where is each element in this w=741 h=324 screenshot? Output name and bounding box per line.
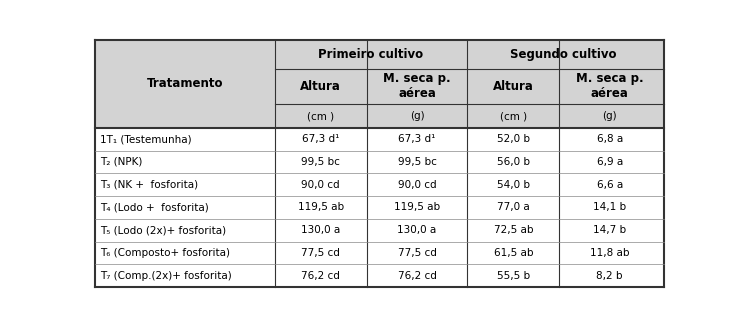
Text: Altura: Altura [300, 80, 341, 93]
Text: (g): (g) [410, 111, 425, 121]
Text: 11,8 ab: 11,8 ab [590, 248, 630, 258]
Text: 6,6 a: 6,6 a [597, 180, 623, 190]
Text: 6,8 a: 6,8 a [597, 134, 623, 144]
Text: Segundo cultivo: Segundo cultivo [511, 48, 617, 61]
Text: 119,5 ab: 119,5 ab [298, 202, 344, 213]
Text: Primeiro cultivo: Primeiro cultivo [319, 48, 424, 61]
Text: T₂ (NPK): T₂ (NPK) [100, 157, 142, 167]
Text: 76,2 cd: 76,2 cd [301, 271, 340, 281]
Text: 119,5 ab: 119,5 ab [394, 202, 440, 213]
Text: T₄ (Lodo +  fosforita): T₄ (Lodo + fosforita) [100, 202, 209, 213]
Text: 99,5 bc: 99,5 bc [398, 157, 436, 167]
Bar [96, 264, 664, 287]
Text: 14,7 b: 14,7 b [594, 225, 626, 235]
Text: (cm ): (cm ) [500, 111, 527, 121]
Text: 56,0 b: 56,0 b [497, 157, 530, 167]
Text: 72,5 ab: 72,5 ab [494, 225, 533, 235]
Text: 130,0 a: 130,0 a [397, 225, 436, 235]
Bar [96, 196, 664, 219]
Text: 8,2 b: 8,2 b [597, 271, 623, 281]
Text: 61,5 ab: 61,5 ab [494, 248, 533, 258]
Text: 90,0 cd: 90,0 cd [398, 180, 436, 190]
Text: 1T₁ (Testemunha): 1T₁ (Testemunha) [100, 134, 192, 144]
Text: Altura: Altura [493, 80, 534, 93]
Text: 130,0 a: 130,0 a [301, 225, 340, 235]
Text: 6,9 a: 6,9 a [597, 157, 623, 167]
Text: T₇ (Comp.(2x)+ fosforita): T₇ (Comp.(2x)+ fosforita) [100, 271, 232, 281]
Text: Tratamento: Tratamento [147, 77, 223, 90]
Text: 99,5 bc: 99,5 bc [301, 157, 340, 167]
Bar [96, 104, 664, 128]
Text: (g): (g) [602, 111, 617, 121]
Text: 76,2 cd: 76,2 cd [398, 271, 436, 281]
Text: 54,0 b: 54,0 b [497, 180, 530, 190]
Bar [96, 173, 664, 196]
Text: 14,1 b: 14,1 b [594, 202, 626, 213]
Bar [96, 69, 664, 104]
Text: 77,5 cd: 77,5 cd [398, 248, 436, 258]
Text: M. seca p.
aérea: M. seca p. aérea [383, 73, 451, 100]
Text: T₃ (NK +  fosforita): T₃ (NK + fosforita) [100, 180, 198, 190]
Text: (cm ): (cm ) [307, 111, 334, 121]
Text: 67,3 d¹: 67,3 d¹ [302, 134, 339, 144]
Bar [96, 128, 664, 151]
Bar [96, 151, 664, 173]
Text: T₅ (Lodo (2x)+ fosforita): T₅ (Lodo (2x)+ fosforita) [100, 225, 226, 235]
Bar [96, 40, 664, 69]
Text: 52,0 b: 52,0 b [497, 134, 530, 144]
Text: 90,0 cd: 90,0 cd [302, 180, 340, 190]
Text: 77,0 a: 77,0 a [497, 202, 530, 213]
Text: 55,5 b: 55,5 b [496, 271, 530, 281]
Text: 67,3 d¹: 67,3 d¹ [399, 134, 436, 144]
Bar [96, 242, 664, 264]
Text: 77,5 cd: 77,5 cd [301, 248, 340, 258]
Text: T₆ (Composto+ fosforita): T₆ (Composto+ fosforita) [100, 248, 230, 258]
Text: M. seca p.
aérea: M. seca p. aérea [576, 73, 643, 100]
Bar [96, 219, 664, 242]
